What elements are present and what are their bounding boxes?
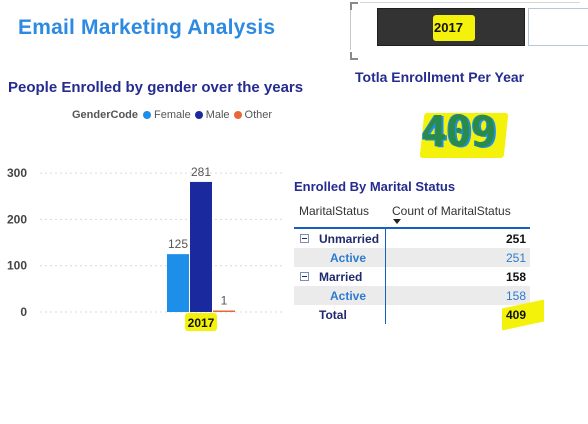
- legend-item-other[interactable]: Other: [233, 109, 273, 121]
- sort-descending-icon[interactable]: [393, 219, 401, 224]
- legend-marker-female: [143, 111, 152, 119]
- legend-item-female[interactable]: Female: [143, 109, 191, 121]
- matrix-header: MaritalStatus Count of MaritalStatus: [294, 199, 530, 229]
- kpi-title: Totla Enrollment Per Year: [355, 69, 525, 85]
- legend-marker-other: [233, 111, 242, 119]
- year-slicer: 2017: [350, 0, 588, 62]
- matrix-row-value: 251: [505, 250, 526, 265]
- matrix-row-label: Active: [330, 288, 367, 303]
- matrix-total-label: Total: [319, 307, 347, 322]
- highlight-mark: [433, 15, 475, 41]
- legend-label-male: Male: [205, 109, 230, 121]
- slicer-tile-selected[interactable]: 2017: [377, 8, 525, 46]
- collapse-icon[interactable]: [300, 234, 309, 243]
- matrix-row-label: Active: [330, 250, 367, 265]
- legend-item-male[interactable]: Male: [194, 109, 230, 121]
- legend-label-female: Female: [154, 109, 191, 121]
- data-label-female: 125: [168, 237, 188, 251]
- matrix-row-child: Active 158: [294, 286, 530, 305]
- y-tick-label: 100: [7, 259, 27, 273]
- matrix-total-number: 409: [505, 307, 526, 322]
- legend-title: GenderCode: [72, 109, 139, 121]
- matrix-row-value: 251: [505, 231, 526, 246]
- matrix-row-total: Total 409: [294, 299, 544, 330]
- slicer-corner-handle[interactable]: [350, 2, 358, 10]
- matrix-column-header-status[interactable]: MaritalStatus: [299, 204, 370, 218]
- matrix-row-group: Married 158: [294, 267, 530, 286]
- marital-status-matrix: MaritalStatus Count of MaritalStatus Unm…: [294, 199, 544, 330]
- matrix-row-value: 158: [505, 288, 526, 303]
- slicer-border: [360, 2, 580, 3]
- slicer-corner-handle[interactable]: [350, 52, 358, 60]
- matrix-column-header-count[interactable]: Count of MaritalStatus: [392, 204, 511, 218]
- data-label-other: 1: [221, 294, 228, 308]
- y-tick-label: 200: [7, 212, 27, 226]
- kpi-value: 409: [421, 107, 497, 157]
- bar-other[interactable]: [213, 310, 235, 313]
- chart-legend: GenderCode Female Male Other: [72, 109, 276, 121]
- chart-title: People Enrolled by gender over the years: [8, 79, 304, 96]
- matrix-row-label: Unmarried: [319, 231, 380, 246]
- slicer-border: [350, 10, 351, 50]
- legend-label-other: Other: [244, 109, 273, 121]
- matrix-total-value: 409: [386, 299, 544, 330]
- bar-male[interactable]: [190, 181, 212, 312]
- matrix-row-child: Active 251: [294, 248, 530, 267]
- matrix-row-group: Unmarried 251: [294, 229, 530, 248]
- highlight-mark: [185, 313, 217, 331]
- report-title: Email Marketing Analysis: [18, 16, 276, 39]
- slicer-tile[interactable]: [528, 8, 588, 46]
- matrix-title: Enrolled By Marital Status: [294, 179, 456, 194]
- matrix-row-label: Married: [319, 269, 363, 284]
- bar-female[interactable]: [167, 254, 189, 312]
- matrix-row-value: 158: [505, 269, 526, 284]
- slicer-year-label: 2017: [434, 20, 463, 35]
- y-tick-label: 0: [20, 305, 27, 319]
- x-tick-label: 2017: [188, 316, 215, 330]
- collapse-icon[interactable]: [300, 272, 309, 281]
- data-label-male: 281: [191, 165, 211, 179]
- y-tick-label: 300: [7, 166, 27, 180]
- legend-marker-male: [194, 111, 203, 119]
